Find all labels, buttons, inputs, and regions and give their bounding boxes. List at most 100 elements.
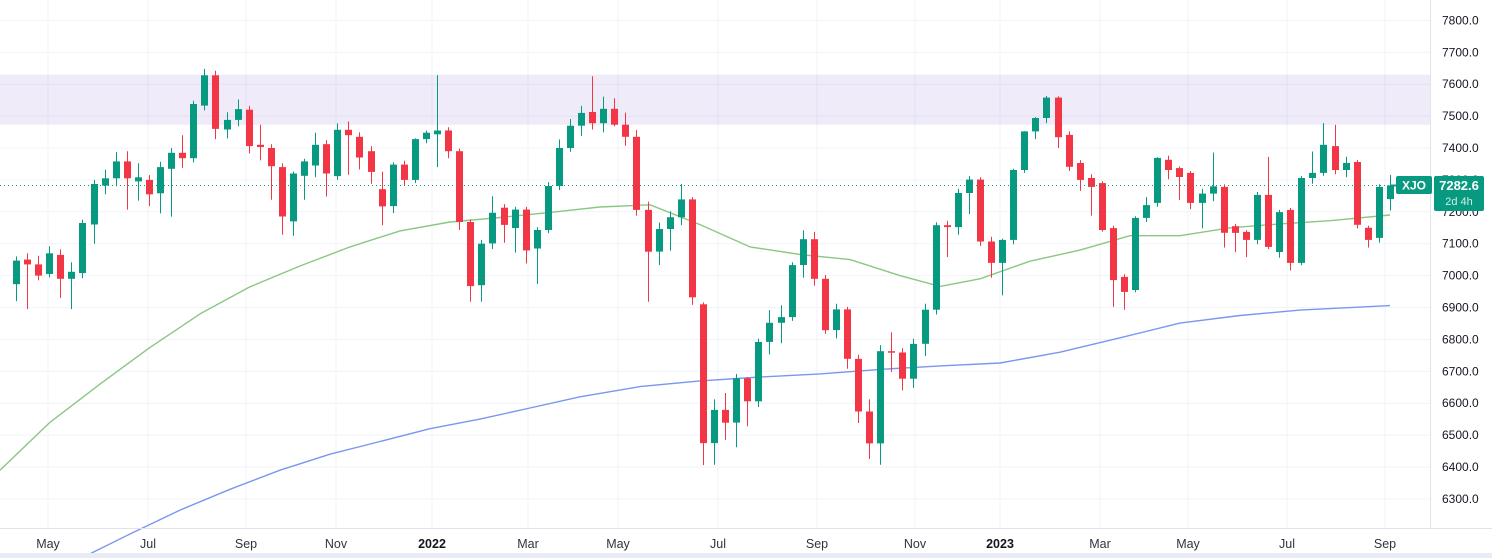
time-tick-label: May	[36, 537, 60, 551]
candle-body	[379, 189, 386, 207]
candle-body	[246, 109, 253, 147]
candle-body	[135, 177, 142, 182]
candle-body	[113, 161, 120, 179]
candle-body	[844, 309, 851, 359]
candle-body	[1276, 212, 1283, 252]
candle-body	[445, 130, 452, 152]
candle-body	[334, 129, 341, 177]
candle-body	[24, 259, 31, 265]
candle-body	[1254, 194, 1261, 240]
time-tick-label: Sep	[1374, 537, 1396, 551]
candle-body	[955, 193, 962, 228]
candle-body	[1143, 205, 1150, 218]
time-tick-label: Jul	[1279, 537, 1295, 551]
candle-body	[146, 179, 153, 195]
candle-body	[711, 409, 718, 444]
candle-body	[1132, 217, 1139, 290]
candle-body	[501, 207, 508, 225]
candle-body	[1121, 276, 1128, 292]
price-tick-label: 6300.0	[1442, 492, 1479, 506]
candle-body	[977, 179, 984, 242]
candle-body	[1376, 186, 1383, 238]
candle-body	[999, 239, 1006, 263]
ma-fast-line	[0, 204, 1391, 471]
symbol-price-label[interactable]: XJO 7282.6 2d 4h	[1396, 176, 1484, 211]
candle-body	[1354, 162, 1361, 225]
candle-body	[1332, 146, 1339, 170]
candle-body	[1088, 178, 1095, 187]
candle-body	[434, 130, 441, 135]
candle-body	[534, 230, 541, 249]
candle-body	[611, 108, 618, 125]
candle-body	[1365, 227, 1372, 240]
price-tick-label: 6800.0	[1442, 332, 1479, 346]
countdown-text: 2d 4h	[1445, 196, 1473, 208]
price-tick-label: 6900.0	[1442, 301, 1479, 315]
candle-body	[345, 129, 352, 136]
candle-body	[423, 132, 430, 140]
candle-body	[190, 104, 197, 159]
candle-body	[57, 254, 64, 279]
symbol-tag[interactable]	[1396, 176, 1432, 194]
candle-body	[622, 124, 629, 137]
candle-body	[656, 229, 663, 252]
candle-body	[1287, 209, 1294, 263]
candle-body	[600, 108, 607, 124]
price-tick-label: 6600.0	[1442, 396, 1479, 410]
candle-body	[678, 199, 685, 218]
candle-body	[201, 75, 208, 106]
candle-body	[766, 322, 773, 342]
candle-body	[1010, 170, 1017, 240]
candle-body	[1099, 183, 1106, 230]
candle-body	[168, 152, 175, 169]
candle-body	[1309, 172, 1316, 178]
ma-slow-line	[84, 304, 1391, 557]
price-tick-label: 7500.0	[1442, 109, 1479, 123]
candle-body	[966, 179, 973, 193]
candle-body	[578, 112, 585, 126]
candle-body	[1176, 168, 1183, 177]
candle-body	[235, 109, 242, 120]
last-price-tag[interactable]	[1434, 176, 1484, 211]
price-tick-label: 7100.0	[1442, 237, 1479, 251]
candle-body	[412, 139, 419, 180]
symbol-text: XJO	[1402, 179, 1426, 193]
candle-body	[212, 75, 219, 129]
time-axis[interactable]: May Jul Sep Nov 2022 Mar May Jul Sep Nov 2023 Mar Ma…	[36, 537, 1396, 551]
candle-body	[556, 148, 563, 186]
time-tick-label: Nov	[904, 537, 927, 551]
candle-body	[467, 222, 474, 287]
time-tick-label: Jul	[710, 537, 726, 551]
candle-body	[689, 199, 696, 298]
candle-body	[545, 186, 552, 230]
candle-body	[512, 209, 519, 229]
price-axis[interactable]: 7800.07700.07600.07500.07400.07300.07200…	[1442, 13, 1479, 506]
candle-body	[1232, 226, 1239, 233]
candle-body	[744, 378, 751, 402]
time-tick-label: Nov	[325, 537, 348, 551]
candle-body	[489, 212, 496, 244]
candle-body	[312, 144, 319, 166]
candle-body	[1243, 231, 1250, 240]
price-tick-label: 6700.0	[1442, 364, 1479, 378]
candle-body	[755, 342, 762, 402]
candle-body	[811, 239, 818, 279]
candle-body	[1043, 97, 1050, 118]
last-price-text: 7282.6	[1439, 178, 1479, 193]
candle-body	[1154, 157, 1161, 203]
candle-body	[1187, 172, 1194, 203]
candle-body	[822, 278, 829, 331]
candlestick-series	[13, 68, 1394, 466]
candle-body	[13, 260, 20, 285]
price-tick-label: 6500.0	[1442, 428, 1479, 442]
time-tick-label: Mar	[517, 537, 539, 551]
candle-body	[301, 161, 308, 176]
candle-body	[1110, 228, 1117, 281]
candle-body	[224, 119, 231, 130]
candle-body	[35, 264, 42, 276]
candle-body	[645, 209, 652, 252]
candle-body	[356, 136, 363, 158]
candle-body	[368, 151, 375, 172]
